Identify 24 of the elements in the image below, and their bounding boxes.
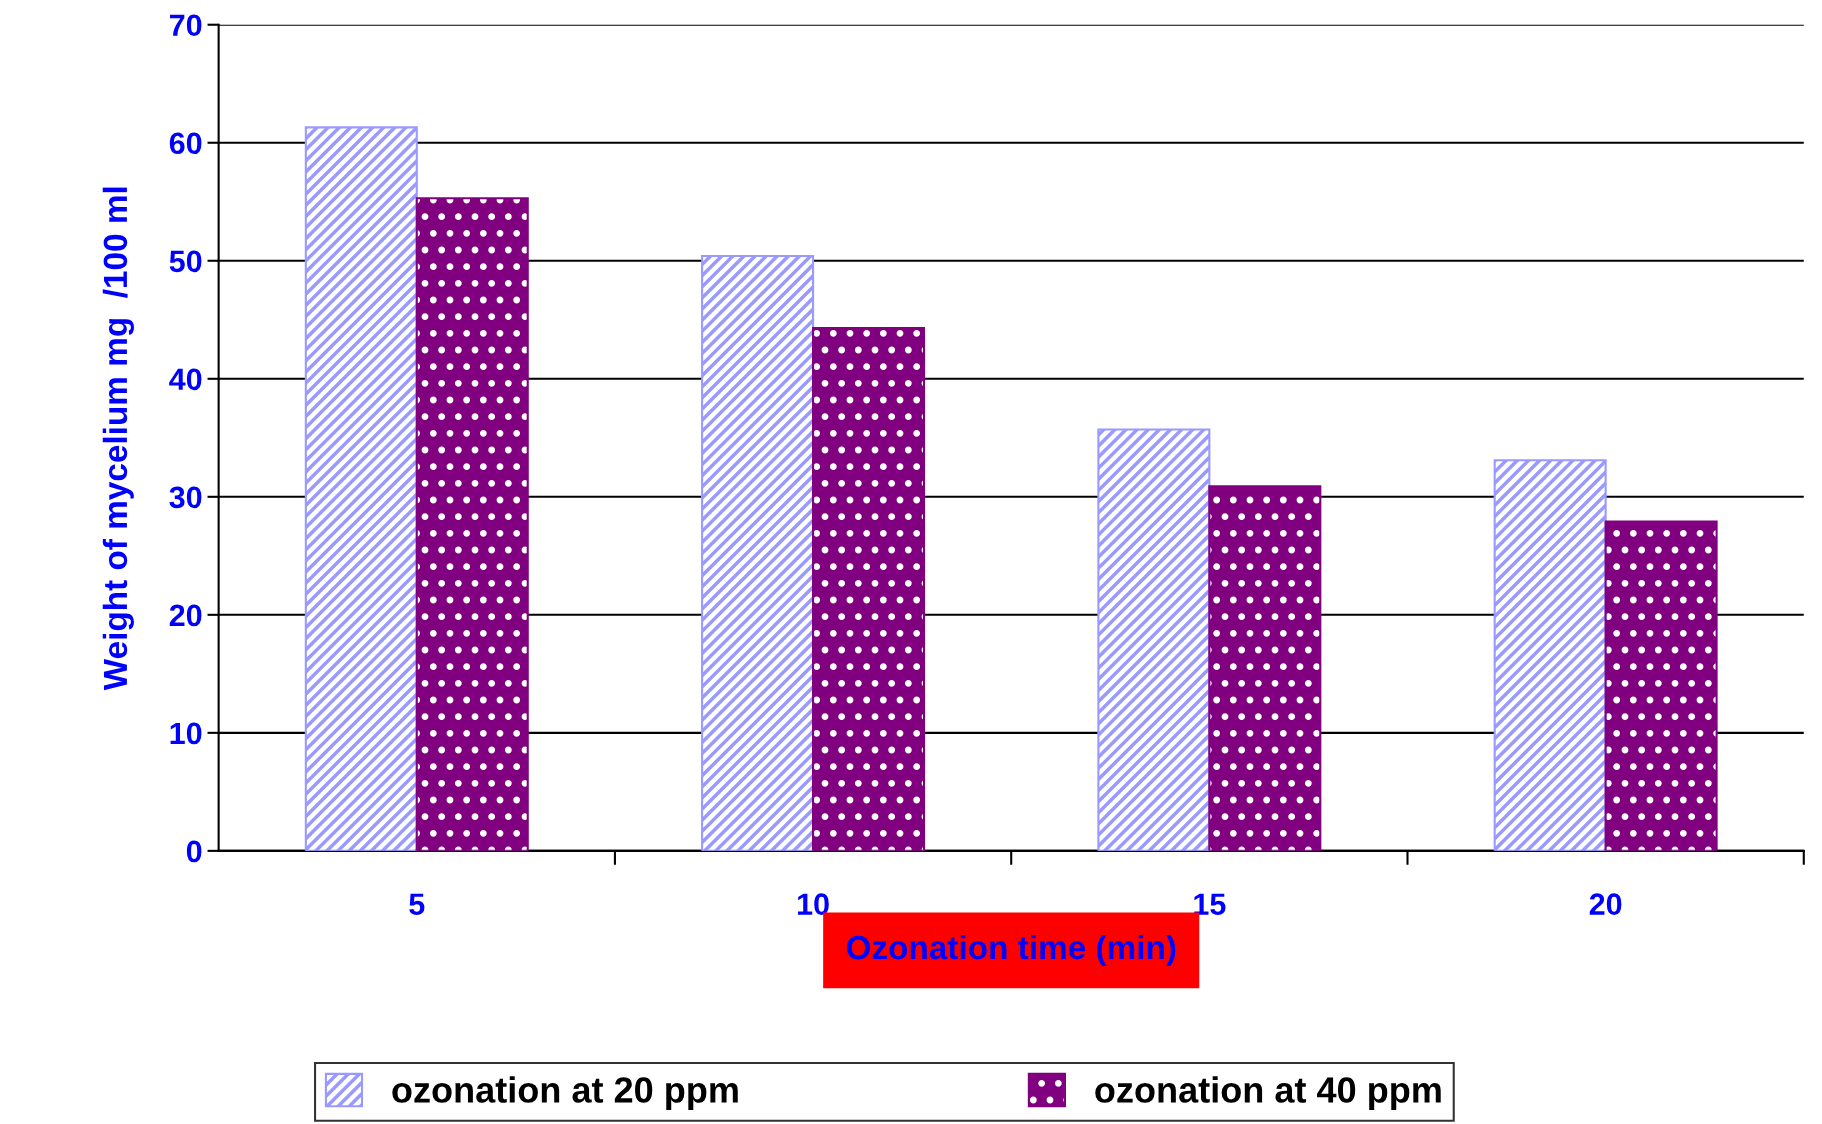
bar <box>1604 520 1718 851</box>
y-tick-label: 50 <box>169 250 202 273</box>
y-tick-label: 40 <box>169 368 202 391</box>
y-tick-label: 70 <box>170 14 202 37</box>
y-tick-label: 0 <box>186 840 202 863</box>
bar <box>1208 485 1322 851</box>
y-tick-label: 10 <box>170 722 202 745</box>
x-tick-label: 15 <box>1194 893 1226 915</box>
bar <box>415 197 529 851</box>
legend-label: ozonation at 40 ppm <box>1095 1076 1441 1110</box>
bar <box>812 327 926 851</box>
y-axis-title: Weight of mycelium mg /100 ml <box>102 187 134 691</box>
x-axis-title: Ozonation time (min) <box>846 934 1176 966</box>
y-tick-label: 60 <box>169 132 202 155</box>
bar <box>1097 428 1211 851</box>
legend-label: ozonation at 20 ppm <box>392 1076 738 1110</box>
x-tick-label: 20 <box>1589 893 1622 915</box>
x-tick-label: 5 <box>409 893 425 915</box>
bar <box>1493 459 1607 851</box>
bar <box>701 255 815 851</box>
y-tick-label: 30 <box>169 486 202 509</box>
x-tick-label: 10 <box>798 893 829 915</box>
y-tick-label: 20 <box>169 604 202 627</box>
bar <box>304 126 418 851</box>
